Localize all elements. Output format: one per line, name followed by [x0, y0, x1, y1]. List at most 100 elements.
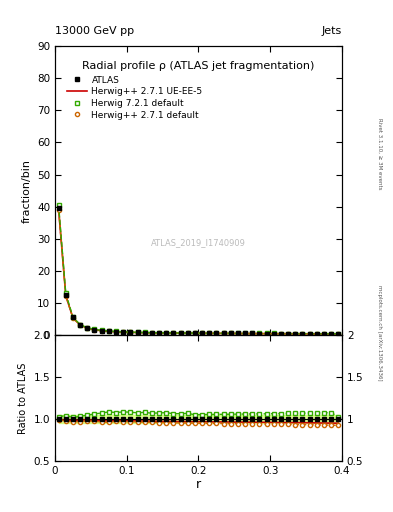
Text: Rivet 3.1.10, ≥ 3M events: Rivet 3.1.10, ≥ 3M events — [377, 118, 382, 189]
Herwig++ 2.7.1 default — [336, 331, 341, 337]
Herwig 7.2.1 default — [207, 330, 211, 336]
ATLAS — [121, 329, 125, 335]
Herwig 7.2.1 default — [157, 330, 162, 336]
Herwig 7.2.1 default — [63, 290, 68, 296]
Herwig++ 2.7.1 UE-EE-5 — [149, 330, 154, 336]
Herwig++ 2.7.1 UE-EE-5 — [85, 325, 90, 331]
Herwig++ 2.7.1 default — [135, 330, 140, 336]
Herwig++ 2.7.1 UE-EE-5 — [321, 331, 326, 337]
Herwig++ 2.7.1 UE-EE-5 — [293, 331, 298, 337]
Herwig++ 2.7.1 UE-EE-5 — [99, 328, 104, 334]
ATLAS — [56, 205, 61, 211]
Herwig++ 2.7.1 default — [114, 329, 118, 335]
ATLAS — [107, 328, 111, 334]
Herwig++ 2.7.1 UE-EE-5 — [307, 331, 312, 337]
ATLAS — [92, 327, 97, 333]
Herwig++ 2.7.1 default — [264, 331, 269, 337]
Herwig++ 2.7.1 default — [99, 328, 104, 334]
Herwig 7.2.1 default — [293, 331, 298, 337]
Herwig++ 2.7.1 default — [71, 315, 75, 321]
Herwig++ 2.7.1 default — [157, 330, 162, 336]
ATLAS — [178, 330, 183, 336]
Herwig++ 2.7.1 default — [207, 330, 211, 336]
Herwig++ 2.7.1 UE-EE-5 — [329, 331, 334, 337]
Herwig 7.2.1 default — [142, 329, 147, 335]
Herwig++ 2.7.1 UE-EE-5 — [243, 330, 248, 336]
Herwig++ 2.7.1 UE-EE-5 — [128, 329, 133, 335]
Herwig++ 2.7.1 default — [307, 331, 312, 337]
Herwig 7.2.1 default — [300, 331, 305, 337]
Herwig++ 2.7.1 UE-EE-5 — [235, 330, 240, 336]
ATLAS — [99, 328, 104, 334]
Herwig++ 2.7.1 UE-EE-5 — [164, 330, 169, 336]
Herwig++ 2.7.1 default — [78, 322, 83, 328]
Herwig++ 2.7.1 default — [272, 331, 276, 337]
Herwig 7.2.1 default — [307, 331, 312, 337]
Herwig++ 2.7.1 UE-EE-5 — [121, 329, 125, 335]
Herwig++ 2.7.1 UE-EE-5 — [286, 331, 290, 337]
Herwig++ 2.7.1 default — [329, 331, 334, 337]
ATLAS — [135, 329, 140, 335]
ATLAS — [279, 331, 283, 337]
Herwig 7.2.1 default — [221, 330, 226, 336]
Herwig++ 2.7.1 UE-EE-5 — [257, 331, 262, 337]
ATLAS — [71, 314, 75, 321]
ATLAS — [314, 331, 319, 337]
ATLAS — [78, 322, 83, 328]
Herwig++ 2.7.1 default — [235, 330, 240, 336]
Herwig++ 2.7.1 default — [300, 331, 305, 337]
Herwig++ 2.7.1 UE-EE-5 — [250, 330, 255, 336]
Herwig 7.2.1 default — [78, 322, 83, 328]
ATLAS — [200, 330, 204, 336]
Herwig 7.2.1 default — [193, 330, 197, 336]
Herwig++ 2.7.1 UE-EE-5 — [114, 329, 118, 335]
Herwig++ 2.7.1 default — [200, 330, 204, 336]
Herwig++ 2.7.1 UE-EE-5 — [71, 315, 75, 321]
Herwig 7.2.1 default — [92, 326, 97, 332]
ATLAS — [336, 331, 341, 337]
ATLAS — [293, 331, 298, 337]
ATLAS — [157, 330, 162, 336]
Herwig 7.2.1 default — [149, 330, 154, 336]
ATLAS — [164, 330, 169, 336]
ATLAS — [300, 331, 305, 337]
Herwig 7.2.1 default — [135, 329, 140, 335]
X-axis label: r: r — [196, 478, 201, 492]
Herwig++ 2.7.1 UE-EE-5 — [56, 206, 61, 212]
ATLAS — [114, 329, 118, 335]
Herwig 7.2.1 default — [121, 329, 125, 335]
Herwig++ 2.7.1 default — [63, 293, 68, 299]
Herwig++ 2.7.1 default — [128, 329, 133, 335]
Herwig 7.2.1 default — [336, 331, 341, 337]
Herwig 7.2.1 default — [329, 331, 334, 337]
Herwig++ 2.7.1 default — [286, 331, 290, 337]
Herwig++ 2.7.1 UE-EE-5 — [157, 330, 162, 336]
Herwig 7.2.1 default — [250, 330, 255, 336]
Herwig 7.2.1 default — [178, 330, 183, 336]
ATLAS — [221, 330, 226, 336]
ATLAS — [228, 330, 233, 336]
Text: Radial profile ρ (ATLAS jet fragmentation): Radial profile ρ (ATLAS jet fragmentatio… — [82, 60, 315, 71]
Line: Herwig 7.2.1 default: Herwig 7.2.1 default — [57, 203, 340, 336]
Herwig++ 2.7.1 default — [85, 325, 90, 331]
Herwig++ 2.7.1 UE-EE-5 — [135, 330, 140, 336]
Herwig++ 2.7.1 UE-EE-5 — [279, 331, 283, 337]
Herwig++ 2.7.1 UE-EE-5 — [142, 330, 147, 336]
Y-axis label: Ratio to ATLAS: Ratio to ATLAS — [18, 362, 28, 434]
ATLAS — [243, 330, 248, 336]
Herwig 7.2.1 default — [235, 330, 240, 336]
Herwig 7.2.1 default — [114, 328, 118, 334]
Legend: ATLAS, Herwig++ 2.7.1 UE-EE-5, Herwig 7.2.1 default, Herwig++ 2.7.1 default: ATLAS, Herwig++ 2.7.1 UE-EE-5, Herwig 7.… — [65, 74, 204, 121]
Herwig 7.2.1 default — [314, 331, 319, 337]
Herwig 7.2.1 default — [56, 202, 61, 208]
Herwig++ 2.7.1 UE-EE-5 — [193, 330, 197, 336]
Herwig 7.2.1 default — [286, 330, 290, 336]
Herwig++ 2.7.1 default — [257, 331, 262, 337]
Herwig++ 2.7.1 UE-EE-5 — [300, 331, 305, 337]
Herwig++ 2.7.1 default — [250, 331, 255, 337]
ATLAS — [171, 330, 176, 336]
Herwig++ 2.7.1 UE-EE-5 — [178, 330, 183, 336]
Herwig++ 2.7.1 UE-EE-5 — [207, 330, 211, 336]
Herwig++ 2.7.1 default — [228, 330, 233, 336]
Text: ATLAS_2019_I1740909: ATLAS_2019_I1740909 — [151, 238, 246, 247]
